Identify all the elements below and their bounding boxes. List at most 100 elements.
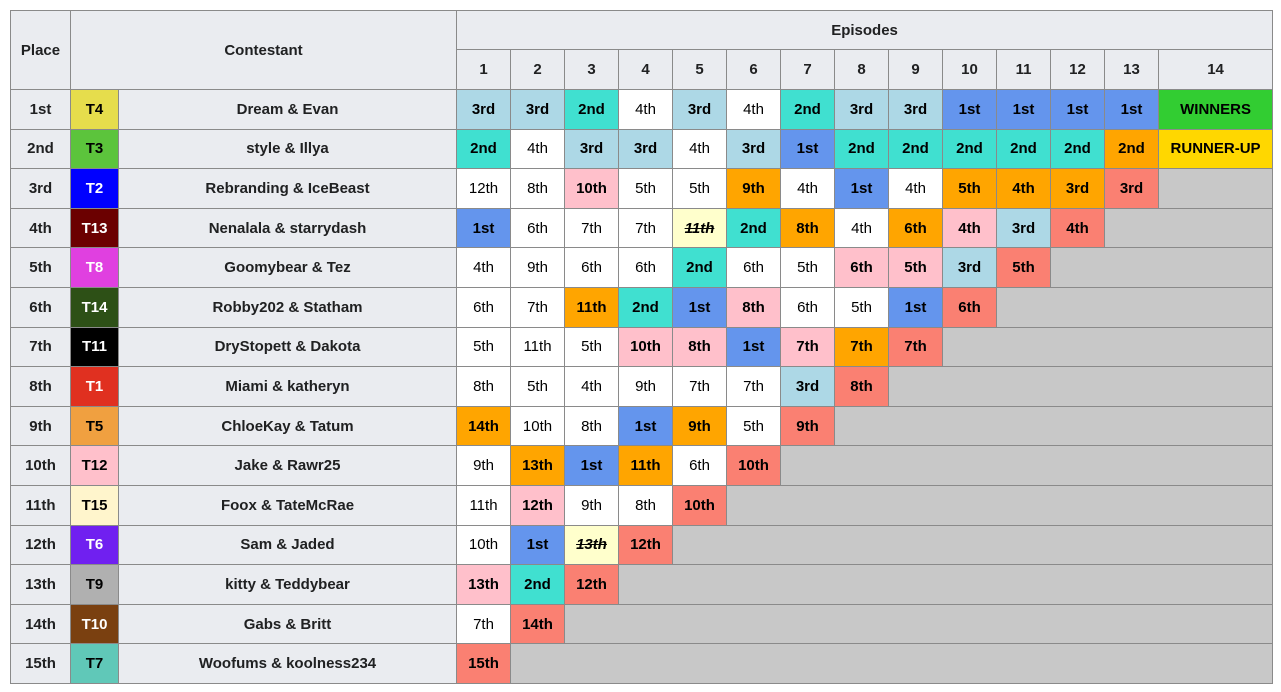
result-cell: 1st xyxy=(564,445,619,486)
place: 8th xyxy=(10,366,71,407)
result-cell: 12th xyxy=(618,524,673,566)
episode-number: 3 xyxy=(564,49,619,90)
result-cell: 3rd xyxy=(510,89,565,130)
result-cell: 3rd xyxy=(456,89,511,130)
contestant-row: 11th T15 Foox & TateMcRae 11th 12th 9th 8th 10t… xyxy=(10,484,1274,526)
result-cell: 3rd xyxy=(834,89,889,130)
result-cell: 7th xyxy=(726,366,781,407)
result-cell: 5th xyxy=(672,168,727,209)
result-cell: 4th xyxy=(942,207,997,249)
result-cell: 8th xyxy=(726,286,781,328)
episode-number: 12 xyxy=(1050,49,1105,90)
result-cell: 1st xyxy=(780,128,835,170)
contestant-row: 9th T5 ChloeKay & Tatum 14th 10th 8th 1st 9th 5t… xyxy=(10,405,1274,447)
empty-cells xyxy=(833,405,1274,447)
result-cell: 4th xyxy=(672,128,727,170)
result-cell: 6th xyxy=(726,247,781,288)
result-cell: 5th xyxy=(564,326,619,368)
place: 10th xyxy=(10,445,71,486)
result-cell: 3rd xyxy=(1050,168,1105,209)
result-cell: 6th xyxy=(672,445,727,486)
contestant-name: kitty & Teddybear xyxy=(118,564,457,605)
result-cell: 14th xyxy=(456,405,511,447)
result-cell: 11th xyxy=(510,326,565,368)
contestant-name: Gabs & Britt xyxy=(118,603,457,645)
contestant-name: Rebranding & IceBeast xyxy=(118,168,457,209)
result-cell: 13th xyxy=(510,445,565,486)
empty-cells xyxy=(887,366,1274,407)
result-cell: 14th xyxy=(510,603,565,645)
result-cell: 13th xyxy=(456,564,511,605)
result-cell: 9th xyxy=(510,247,565,288)
result-cell: 5th xyxy=(618,168,673,209)
team-badge: T14 xyxy=(70,286,119,328)
place: 6th xyxy=(10,286,71,328)
place: 12th xyxy=(10,524,71,566)
episode-number: 2 xyxy=(510,49,565,90)
result-cell: 7th xyxy=(672,366,727,407)
team-badge: T4 xyxy=(70,89,119,130)
result-cell: 5th xyxy=(834,286,889,328)
header-row: Place Contestant Episodes xyxy=(10,10,1274,90)
episode-number: 10 xyxy=(942,49,997,90)
result-cell: 5th xyxy=(942,168,997,209)
episode-number: 7 xyxy=(780,49,835,90)
contestant-name: Foox & TateMcRae xyxy=(118,484,457,526)
result-cell: 8th xyxy=(456,366,511,407)
result-cell: 3rd xyxy=(780,366,835,407)
result-cell: 12th xyxy=(510,484,565,526)
contestant-name: Goomybear & Tez xyxy=(118,247,457,288)
result-cell: 2nd xyxy=(1050,128,1105,170)
episode-number: 1 xyxy=(456,49,511,90)
empty-cells xyxy=(671,524,1274,566)
result-cell: 2nd xyxy=(780,89,835,130)
empty-cells xyxy=(995,286,1274,328)
contestant-row: 8th T1 Miami & katheryn 8th 5th 4th 9th 7th 7th 3… xyxy=(10,366,1274,407)
place: 14th xyxy=(10,603,71,645)
result-cell: 9th xyxy=(564,484,619,526)
result-cell: 2nd xyxy=(618,286,673,328)
result-cell: 11th xyxy=(456,484,511,526)
result-cell: 10th xyxy=(564,168,619,209)
result-cell: 2nd xyxy=(456,128,511,170)
result-cell: 5th xyxy=(996,247,1051,288)
result-cell: 9th xyxy=(618,366,673,407)
result-cell: 3rd xyxy=(1104,168,1159,209)
result-cell: 8th xyxy=(510,168,565,209)
contestant-name: DryStopett & Dakota xyxy=(118,326,457,368)
contestant-row: 3rd T2 Rebranding & IceBeast 12th 8th 10th 5th… xyxy=(10,168,1274,209)
result-cell: 1st xyxy=(726,326,781,368)
result-cell: 1st xyxy=(1050,89,1105,130)
place: 11th xyxy=(10,484,71,526)
result-cell: 12th xyxy=(456,168,511,209)
result-cell: 12th xyxy=(564,564,619,605)
team-badge: T1 xyxy=(70,366,119,407)
result-cell: 13th xyxy=(564,524,619,566)
result-cell: 3rd xyxy=(942,247,997,288)
result-cell: 11th xyxy=(618,445,673,486)
contestant-row: 14th T10 Gabs & Britt 7th 14th xyxy=(10,603,1274,645)
result-cell: 1st xyxy=(942,89,997,130)
result-cell: 6th xyxy=(942,286,997,328)
result-cell: 5th xyxy=(780,247,835,288)
result-cell: 2nd xyxy=(834,128,889,170)
place: 5th xyxy=(10,247,71,288)
episode-number: 9 xyxy=(888,49,943,90)
empty-cells xyxy=(1157,168,1274,209)
empty-cells xyxy=(941,326,1274,368)
team-badge: T11 xyxy=(70,326,119,368)
result-cell: 9th xyxy=(780,405,835,447)
contestant-row: 5th T8 Goomybear & Tez 4th 9th 6th 6th 2nd 6th 5t… xyxy=(10,247,1274,288)
place: 7th xyxy=(10,326,71,368)
result-cell: 3rd xyxy=(564,128,619,170)
contestant-row: 10th T12 Jake & Rawr25 9th 13th 1st 11th 6th 10t… xyxy=(10,445,1274,486)
place: 4th xyxy=(10,207,71,249)
result-cell: 5th xyxy=(510,366,565,407)
team-badge: T7 xyxy=(70,643,119,684)
empty-cells xyxy=(725,484,1274,526)
episode-number: 13 xyxy=(1104,49,1159,90)
result-cell: 6th xyxy=(888,207,943,249)
contestant-name: Robby202 & Statham xyxy=(118,286,457,328)
contestant-name: ChloeKay & Tatum xyxy=(118,405,457,447)
